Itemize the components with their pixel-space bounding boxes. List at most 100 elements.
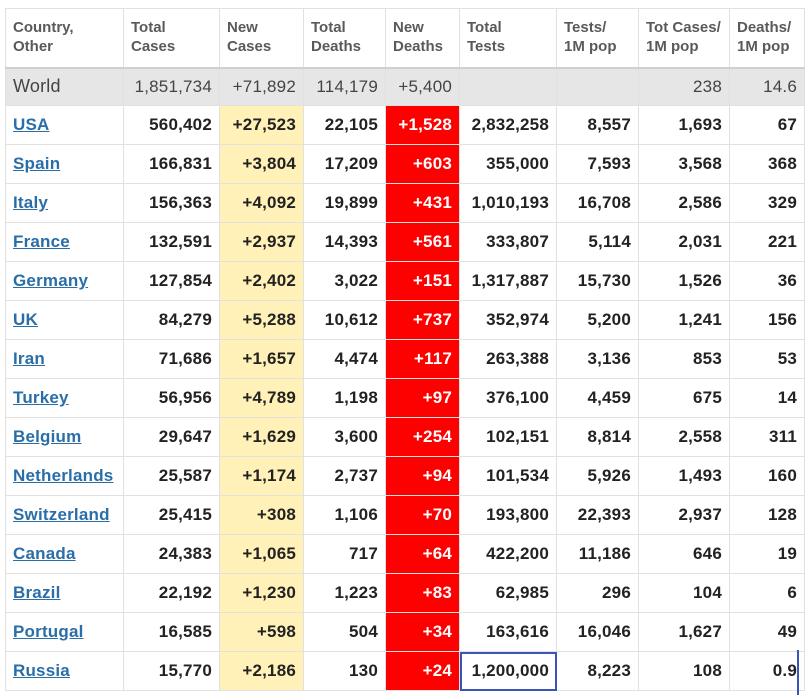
cell-total-deaths: 19,899 bbox=[303, 183, 386, 223]
header-new-deaths[interactable]: New Deaths bbox=[385, 8, 460, 69]
cell-deaths-per-1m: 128 bbox=[729, 495, 805, 535]
cell-new-cases: +4,789 bbox=[219, 378, 304, 418]
table-row: Belgium 29,647 +1,629 3,600 +254 102,151 8,814… bbox=[5, 417, 805, 457]
table-row: USA 560,402 +27,523 22,105 +1,528 2,832,258 8,… bbox=[5, 105, 805, 145]
country-link[interactable]: Russia bbox=[13, 661, 70, 680]
table-row: Iran 71,686 +1,657 4,474 +117 263,388 3,136 853… bbox=[5, 339, 805, 379]
cell-total-cases: 22,192 bbox=[123, 573, 220, 613]
country-link[interactable]: UK bbox=[13, 310, 38, 329]
cell-tests-per-1m: 5,926 bbox=[556, 456, 639, 496]
cell-cases-per-1m: 3,568 bbox=[638, 144, 730, 184]
cell-new-deaths: +5,400 bbox=[385, 67, 460, 106]
cell-country: Germany bbox=[5, 261, 124, 301]
header-deaths-per-1m[interactable]: Deaths/1M pop bbox=[729, 8, 805, 69]
cell-tests-per-1m: 16,708 bbox=[556, 183, 639, 223]
country-link[interactable]: Brazil bbox=[13, 583, 61, 602]
cell-tests-per-1m: 296 bbox=[556, 573, 639, 613]
header-country[interactable]: Country, Other bbox=[5, 8, 124, 69]
cell-country: Belgium bbox=[5, 417, 124, 457]
header-label: Tot Cases/ bbox=[646, 19, 721, 36]
cell-new-cases: +2,937 bbox=[219, 222, 304, 262]
header-label: Cases bbox=[131, 38, 176, 55]
country-link[interactable]: Portugal bbox=[13, 622, 84, 641]
cell-new-deaths: +254 bbox=[385, 417, 460, 457]
header-label: Cases bbox=[227, 38, 272, 55]
table-row: Germany 127,854 +2,402 3,022 +151 1,317,887 15… bbox=[5, 261, 805, 301]
cell-country: Brazil bbox=[5, 573, 124, 613]
country-link[interactable]: Turkey bbox=[13, 388, 69, 407]
cell-cases-per-1m: 108 bbox=[638, 651, 730, 691]
country-link[interactable]: Switzerland bbox=[13, 505, 110, 524]
cell-tests-per-1m: 11,186 bbox=[556, 534, 639, 574]
header-label: Total bbox=[131, 19, 166, 36]
cell-total-cases: 25,587 bbox=[123, 456, 220, 496]
cell-tests-per-1m: 15,730 bbox=[556, 261, 639, 301]
cell-new-deaths: +1,528 bbox=[385, 105, 460, 145]
cell-new-deaths: +94 bbox=[385, 456, 460, 496]
cell-total-deaths: 1,223 bbox=[303, 573, 386, 613]
cell-total-tests: 333,807 bbox=[459, 222, 557, 262]
country-link[interactable]: Germany bbox=[13, 271, 89, 290]
cell-new-cases: +1,174 bbox=[219, 456, 304, 496]
cell-total-deaths: 10,612 bbox=[303, 300, 386, 340]
header-total-deaths[interactable]: Total Deaths bbox=[303, 8, 386, 69]
header-label: Deaths bbox=[393, 38, 444, 55]
cell-total-cases: 29,647 bbox=[123, 417, 220, 457]
country-link[interactable]: USA bbox=[13, 115, 50, 134]
cell-total-tests: 2,832,258 bbox=[459, 105, 557, 145]
cell-total-cases: 25,415 bbox=[123, 495, 220, 535]
table-row: Netherlands 25,587 +1,174 2,737 +94 101,534 5,… bbox=[5, 456, 805, 496]
header-new-cases[interactable]: New Cases bbox=[219, 8, 304, 69]
cell-tests-per-1m: 8,814 bbox=[556, 417, 639, 457]
cell-total-tests: 376,100 bbox=[459, 378, 557, 418]
header-label: Total bbox=[467, 19, 502, 36]
cell-total-tests: 422,200 bbox=[459, 534, 557, 574]
cell-total-cases: 166,831 bbox=[123, 144, 220, 184]
header-total-tests[interactable]: Total Tests bbox=[459, 8, 557, 69]
cell-total-deaths: 114,179 bbox=[303, 67, 386, 106]
table-row: UK 84,279 +5,288 10,612 +737 352,974 5,200 1,24… bbox=[5, 300, 805, 340]
cell-new-deaths: +117 bbox=[385, 339, 460, 379]
cell-country: Iran bbox=[5, 339, 124, 379]
cell-total-deaths: 4,474 bbox=[303, 339, 386, 379]
country-link[interactable]: Spain bbox=[13, 154, 61, 173]
cell-new-deaths: +603 bbox=[385, 144, 460, 184]
cell-deaths-per-1m: 0.9 bbox=[729, 651, 805, 691]
cell-total-deaths: 2,737 bbox=[303, 456, 386, 496]
cell-cases-per-1m: 1,627 bbox=[638, 612, 730, 652]
cell-total-cases: 156,363 bbox=[123, 183, 220, 223]
cell-new-cases: +2,402 bbox=[219, 261, 304, 301]
country-link[interactable]: Belgium bbox=[13, 427, 82, 446]
country-link[interactable]: France bbox=[13, 232, 70, 251]
country-link[interactable]: Iran bbox=[13, 349, 45, 368]
header-total-cases[interactable]: Total Cases bbox=[123, 8, 220, 69]
cell-new-cases: +308 bbox=[219, 495, 304, 535]
table-row: Spain 166,831 +3,804 17,209 +603 355,000 7,593… bbox=[5, 144, 805, 184]
country-link[interactable]: Canada bbox=[13, 544, 76, 563]
cell-country: Italy bbox=[5, 183, 124, 223]
selection-edge-marker bbox=[797, 650, 809, 695]
cell-total-tests: 102,151 bbox=[459, 417, 557, 457]
header-cases-per-1m[interactable]: Tot Cases/1M pop bbox=[638, 8, 730, 69]
cell-total-deaths: 3,022 bbox=[303, 261, 386, 301]
cell-new-cases: +3,804 bbox=[219, 144, 304, 184]
cell-cases-per-1m: 675 bbox=[638, 378, 730, 418]
cell-country: Portugal bbox=[5, 612, 124, 652]
cell-new-cases: +71,892 bbox=[219, 67, 304, 106]
header-label: New bbox=[393, 19, 424, 36]
header-tests-per-1m[interactable]: Tests/1M pop bbox=[556, 8, 639, 69]
cell-total-tests bbox=[459, 67, 557, 106]
country-link[interactable]: Italy bbox=[13, 193, 49, 212]
cell-total-tests: 352,974 bbox=[459, 300, 557, 340]
country-link[interactable]: Netherlands bbox=[13, 466, 114, 485]
table-row: Russia 15,770 +2,186 130 +24 1,200,000 8,223 10… bbox=[5, 651, 805, 691]
cell-total-tests: 193,800 bbox=[459, 495, 557, 535]
cell-new-cases: +5,288 bbox=[219, 300, 304, 340]
header-label: Deaths bbox=[311, 38, 362, 55]
cell-new-deaths: +561 bbox=[385, 222, 460, 262]
cell-total-tests: 1,010,193 bbox=[459, 183, 557, 223]
cell-deaths-per-1m: 53 bbox=[729, 339, 805, 379]
cell-deaths-per-1m: 221 bbox=[729, 222, 805, 262]
cell-new-cases: +1,230 bbox=[219, 573, 304, 613]
cell-new-deaths: +24 bbox=[385, 651, 460, 691]
